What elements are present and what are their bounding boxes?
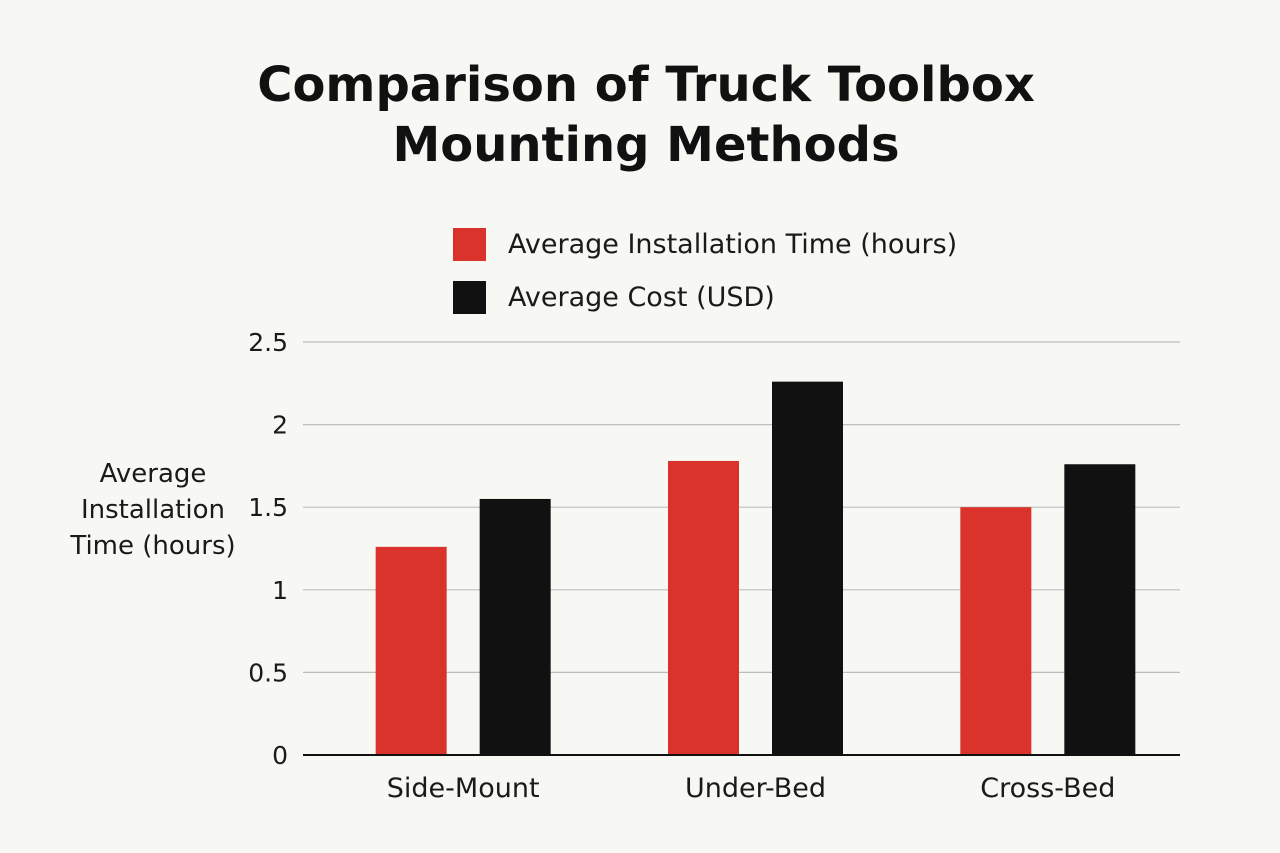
axes: 0 0.5 1 1.5 2 2.5 Side-Mount Under-Bed Cross-Bed [248, 328, 1180, 804]
bar-side-mount-series-2 [479, 498, 551, 755]
legend-item-installation-time: Average Installation Time (hours) [453, 226, 957, 262]
x-tick-label: Under-Bed [685, 773, 826, 804]
chart-title: Comparison of Truck Toolbox Mounting Met… [257, 57, 1035, 173]
legend-swatch-cost [453, 280, 486, 314]
legend-swatch-installation-time [453, 227, 486, 261]
y-tick-label: 1 [272, 576, 288, 605]
bar-under-bed-series-1 [668, 460, 739, 755]
y-tick-label: 0.5 [248, 658, 288, 687]
y-tick-label: 1.5 [248, 493, 288, 522]
legend-label-cost: Average Cost (USD) [508, 281, 775, 313]
bar-side-mount-series-1 [375, 546, 447, 755]
x-tick-label: Cross-Bed [980, 773, 1115, 804]
y-tick-label: 2 [272, 411, 288, 440]
legend-label-installation-time: Average Installation Time (hours) [508, 228, 958, 260]
bar-cross-bed-series-1 [960, 507, 1032, 755]
legend-item-cost: Average Cost (USD) [453, 279, 957, 315]
x-tick-label: Side-Mount [387, 773, 540, 804]
y-axis-title: Average Installation Time (hours) [70, 459, 236, 561]
y-tick-label: 0 [272, 741, 288, 770]
bar-under-bed-series-2 [772, 381, 843, 755]
gridlines [303, 341, 1180, 674]
bar-cross-bed-series-2 [1064, 464, 1136, 755]
legend: Average Installation Time (hours) Averag… [453, 226, 957, 332]
y-tick-label: 2.5 [248, 328, 288, 357]
bars [375, 381, 1136, 755]
